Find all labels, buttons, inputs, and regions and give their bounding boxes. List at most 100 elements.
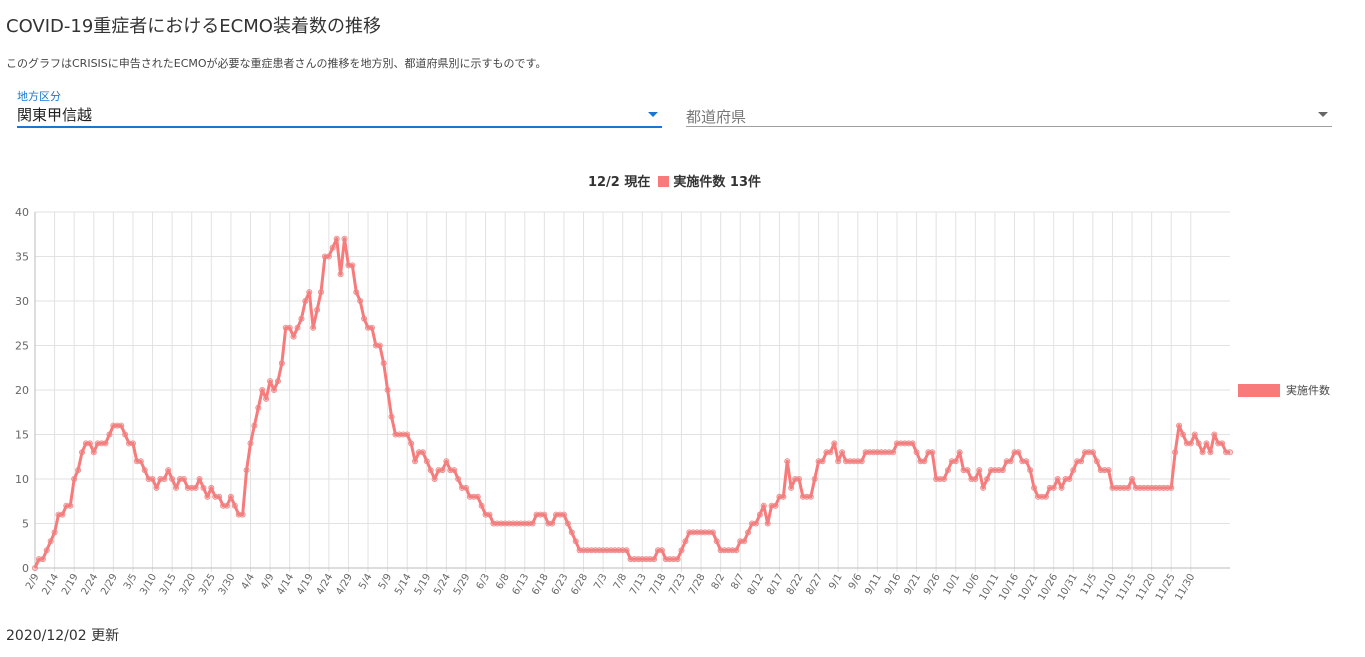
data-point bbox=[541, 511, 548, 518]
x-tick-label: 4/4 bbox=[240, 572, 258, 591]
data-point bbox=[831, 440, 838, 447]
data-point bbox=[474, 493, 481, 500]
data-point bbox=[1129, 475, 1136, 482]
data-point bbox=[106, 431, 113, 438]
data-point bbox=[733, 547, 740, 554]
y-tick-label: 35 bbox=[15, 251, 29, 264]
region-select[interactable]: 地方区分 関東甲信越 bbox=[17, 88, 662, 128]
x-tick-label: 5/19 bbox=[413, 572, 434, 597]
region-select-label: 地方区分 bbox=[17, 90, 61, 103]
data-point bbox=[314, 306, 321, 313]
data-point bbox=[1015, 449, 1022, 456]
data-point bbox=[709, 529, 716, 536]
data-point bbox=[259, 386, 266, 393]
data-point bbox=[141, 467, 148, 474]
data-point bbox=[165, 467, 172, 474]
data-point bbox=[745, 529, 752, 536]
data-point bbox=[976, 467, 983, 474]
data-point bbox=[270, 386, 277, 393]
data-point bbox=[443, 458, 450, 465]
data-point bbox=[529, 520, 536, 527]
x-tick-label: 5/29 bbox=[452, 572, 473, 597]
data-point bbox=[274, 378, 281, 385]
x-tick-label: 9/1 bbox=[827, 572, 845, 591]
x-tick-label: 9/11 bbox=[863, 572, 884, 597]
data-point bbox=[1168, 484, 1175, 491]
data-point bbox=[1227, 449, 1234, 456]
x-tick-label: 8/2 bbox=[710, 572, 728, 591]
data-point bbox=[835, 458, 842, 465]
data-point bbox=[819, 458, 826, 465]
data-point bbox=[43, 547, 50, 554]
x-tick-label: 6/13 bbox=[511, 572, 532, 597]
data-point bbox=[486, 511, 493, 518]
data-point bbox=[251, 422, 258, 429]
data-point bbox=[227, 493, 234, 500]
data-point bbox=[1089, 449, 1096, 456]
data-point bbox=[921, 458, 928, 465]
data-point bbox=[1125, 484, 1132, 491]
data-point bbox=[51, 529, 58, 536]
data-point bbox=[1199, 449, 1206, 456]
data-point bbox=[999, 467, 1006, 474]
chart-summary: 実施件数 13件 bbox=[673, 175, 762, 190]
data-point bbox=[929, 449, 936, 456]
x-tick-label: 2/24 bbox=[80, 572, 101, 597]
data-point bbox=[86, 440, 93, 447]
data-point bbox=[376, 342, 383, 349]
data-point bbox=[564, 520, 571, 527]
data-point bbox=[568, 529, 575, 536]
x-tick-label: 7/18 bbox=[648, 572, 669, 597]
data-point bbox=[760, 502, 767, 509]
x-tick-label: 10/1 bbox=[942, 572, 963, 597]
x-tick-label: 3/20 bbox=[178, 572, 199, 597]
y-tick-label: 5 bbox=[22, 518, 29, 531]
x-tick-label: 8/17 bbox=[765, 572, 786, 597]
data-point bbox=[200, 484, 207, 491]
data-point bbox=[349, 262, 356, 269]
data-point bbox=[1105, 467, 1112, 474]
x-tick-label: 4/14 bbox=[276, 572, 297, 597]
x-tick-label: 8/7 bbox=[729, 572, 747, 591]
data-point bbox=[153, 484, 160, 491]
caret-down-icon[interactable] bbox=[648, 112, 658, 117]
data-point bbox=[337, 271, 344, 278]
caret-down-icon[interactable] bbox=[1318, 112, 1328, 117]
prefecture-select[interactable]: 都道府県 bbox=[686, 88, 1332, 127]
x-tick-label: 5/24 bbox=[432, 572, 453, 597]
data-point bbox=[1203, 440, 1210, 447]
data-point bbox=[678, 547, 685, 554]
data-point bbox=[243, 467, 250, 474]
series-line bbox=[33, 237, 1230, 569]
data-point bbox=[353, 289, 360, 296]
data-point bbox=[984, 475, 991, 482]
data-point bbox=[764, 520, 771, 527]
data-point bbox=[1007, 458, 1014, 465]
data-point bbox=[149, 475, 156, 482]
x-tick-label: 8/27 bbox=[804, 572, 825, 597]
data-point bbox=[290, 333, 297, 340]
data-point bbox=[388, 413, 395, 420]
data-point bbox=[32, 565, 39, 572]
data-point bbox=[1172, 449, 1179, 456]
x-tick-label: 5/14 bbox=[393, 572, 414, 597]
data-point bbox=[267, 378, 274, 385]
data-point bbox=[1195, 440, 1202, 447]
data-point bbox=[439, 467, 446, 474]
data-point bbox=[940, 475, 947, 482]
x-tick-label: 6/8 bbox=[494, 572, 512, 591]
chart-legend[interactable]: 実施件数 bbox=[1238, 382, 1330, 398]
data-point bbox=[173, 484, 180, 491]
data-point bbox=[404, 431, 411, 438]
y-tick-label: 40 bbox=[15, 206, 29, 219]
x-tick-label: 4/19 bbox=[295, 572, 316, 597]
chart-heading: 12/2 現在 実施件数 13件 bbox=[0, 171, 1349, 190]
data-point bbox=[651, 556, 658, 563]
data-point bbox=[1066, 475, 1073, 482]
data-point bbox=[412, 458, 419, 465]
x-tick-label: 3/15 bbox=[158, 572, 179, 597]
data-point bbox=[192, 484, 199, 491]
data-point bbox=[1070, 467, 1077, 474]
data-point bbox=[196, 475, 203, 482]
data-point bbox=[380, 360, 387, 367]
